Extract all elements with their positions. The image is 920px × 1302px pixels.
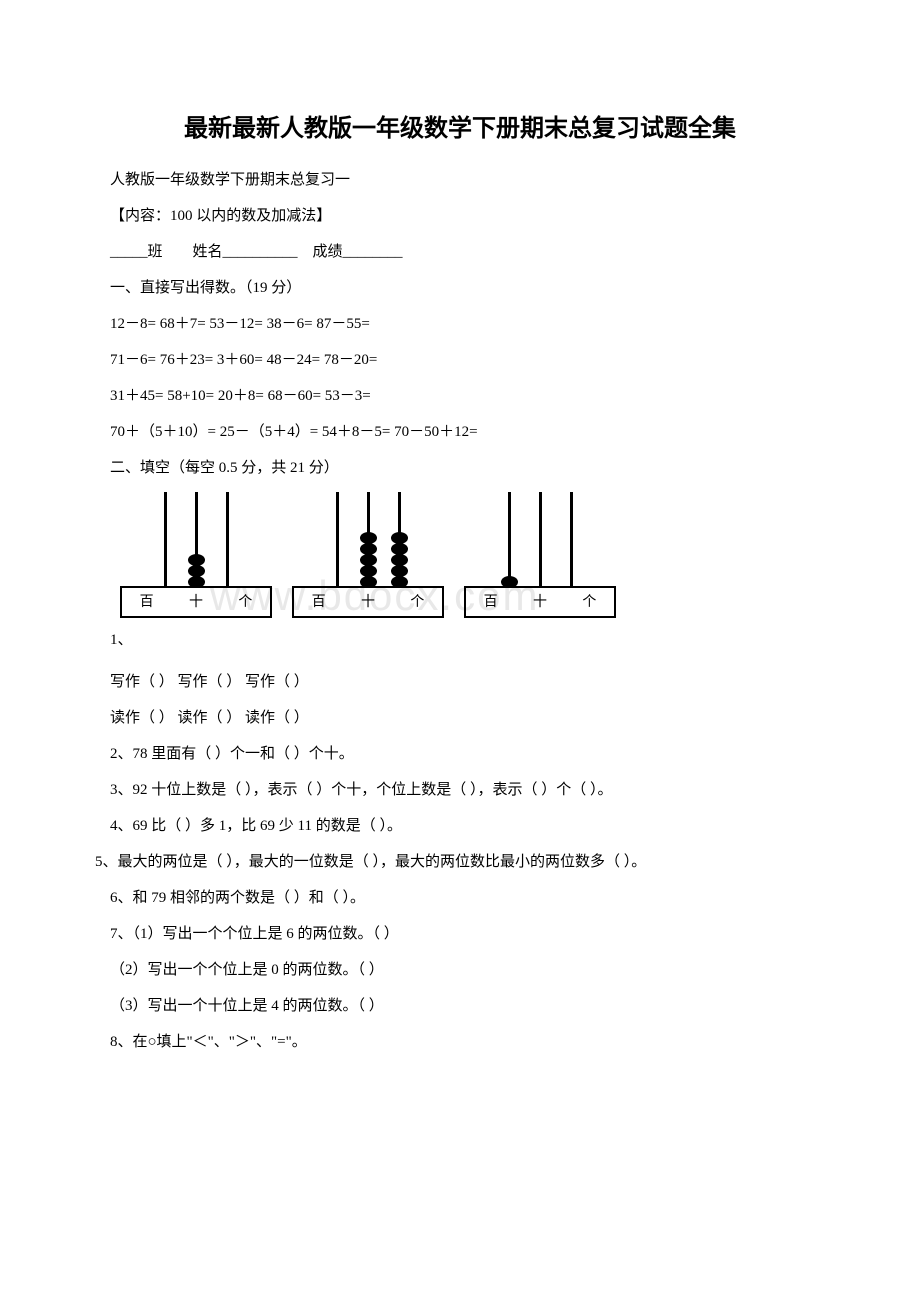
abacus-bead bbox=[360, 576, 377, 588]
q2: 2、78 里面有（ ）个一和（ ）个十。 bbox=[80, 742, 840, 766]
abacus-label: 个 bbox=[565, 588, 614, 616]
q5: 5、最大的两位是（ ），最大的一位数是（ ），最大的两位数比最小的两位数多（ ）… bbox=[80, 850, 840, 874]
sub-heading-1: 人教版一年级数学下册期末总复习一 bbox=[80, 168, 840, 192]
abacus-bead bbox=[501, 576, 518, 588]
equation-line-1: 12－8= 68＋7= 53－12= 38－6= 87－55= bbox=[80, 312, 840, 336]
abacus-label: 个 bbox=[221, 588, 270, 616]
abacus-rod bbox=[539, 492, 542, 587]
abacus-label: 百 bbox=[466, 588, 515, 616]
abacus-label: 百 bbox=[122, 588, 171, 616]
abacus-rod bbox=[398, 492, 401, 587]
section-1-title: 一、直接写出得数。（19 分） bbox=[80, 276, 840, 300]
abacus-bead bbox=[391, 576, 408, 588]
abacus-rod bbox=[195, 492, 198, 587]
q1-write: 写作（ ） 写作（ ） 写作（ ） bbox=[80, 670, 840, 694]
abacus-label: 十 bbox=[515, 588, 564, 616]
equation-line-4: 70＋（5＋10）= 25－（5＋4）= 54＋8－5= 70－50＋12= bbox=[80, 420, 840, 444]
abacus-platform: 百十个 bbox=[464, 586, 616, 618]
abacus-rod bbox=[508, 492, 511, 587]
q3: 3、92 十位上数是（ ），表示（ ）个十，个位上数是（ ），表示（ ）个（ ）… bbox=[80, 778, 840, 802]
q6: 6、和 79 相邻的两个数是（ ）和（ ）。 bbox=[80, 886, 840, 910]
abacus-label: 百 bbox=[294, 588, 343, 616]
abacus-rod bbox=[164, 492, 167, 587]
abacus-rod bbox=[367, 492, 370, 587]
abacus-platform: 百十个 bbox=[292, 586, 444, 618]
abacus-rod bbox=[570, 492, 573, 587]
abacus-platform: 百十个 bbox=[120, 586, 272, 618]
section-2-title: 二、填空（每空 0.5 分，共 21 分） bbox=[80, 456, 840, 480]
q7-3: （3）写出一个十位上是 4 的两位数。（ ） bbox=[80, 994, 840, 1018]
q4: 4、69 比（ ）多 1，比 69 少 11 的数是（ ）。 bbox=[80, 814, 840, 838]
doc-title: 最新最新人教版一年级数学下册期末总复习试题全集 bbox=[80, 110, 840, 148]
q8: 8、在○填上"＜"、"＞"、"="。 bbox=[80, 1030, 840, 1054]
abacus-label: 十 bbox=[343, 588, 392, 616]
abacus: 百十个 bbox=[292, 492, 444, 618]
q7-2: （2）写出一个个位上是 0 的两位数。（ ） bbox=[80, 958, 840, 982]
sub-heading-2: 【内容：100 以内的数及加减法】 bbox=[80, 204, 840, 228]
abacus-rod bbox=[226, 492, 229, 587]
equation-line-2: 71－6= 76＋23= 3＋60= 48－24= 78－20= bbox=[80, 348, 840, 372]
q1-read: 读作（ ） 读作（ ） 读作（ ） bbox=[80, 706, 840, 730]
abacus: 百十个 bbox=[120, 492, 272, 618]
form-line: _____班 姓名__________ 成绩________ bbox=[80, 240, 840, 264]
abacus-bead bbox=[188, 576, 205, 588]
q7-1: 7、（1）写出一个个位上是 6 的两位数。（ ） bbox=[80, 922, 840, 946]
abacus-label: 个 bbox=[393, 588, 442, 616]
abacus-label: 十 bbox=[171, 588, 220, 616]
abacus: 百十个 bbox=[464, 492, 616, 618]
equation-line-3: 31＋45= 58+10= 20＋8= 68－60= 53－3= bbox=[80, 384, 840, 408]
abacus-row: 百十个百十个百十个 bbox=[120, 492, 840, 618]
q1-label: 1、 bbox=[80, 628, 840, 652]
abacus-rod bbox=[336, 492, 339, 587]
